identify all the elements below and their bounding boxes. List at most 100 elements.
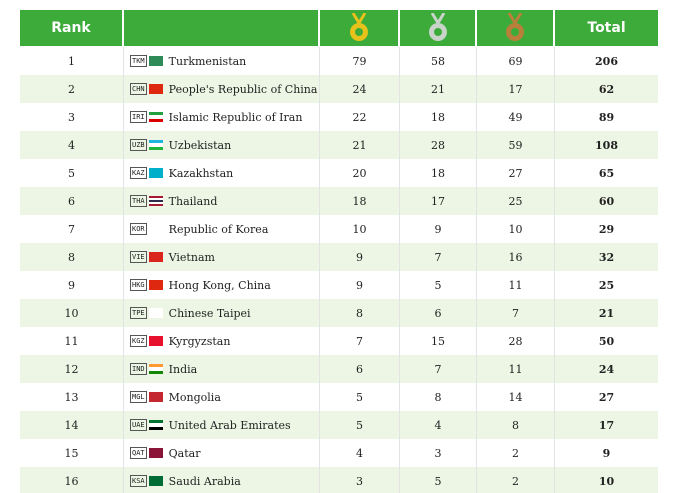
gold-count: 5 [320, 383, 400, 411]
header-gold [320, 10, 400, 46]
table-row: 2 CHN People's Republic of China 24 21 17 62 [20, 75, 658, 103]
bronze-count: 16 [477, 243, 555, 271]
silver-count: 9 [400, 215, 477, 243]
flag-icon [148, 336, 163, 346]
country-code: KAZ [130, 167, 147, 179]
country-code: TKM [130, 55, 147, 67]
country-name: United Arab Emirates [168, 418, 291, 432]
table-row: 4 UZB Uzbekistan 21 28 59 108 [20, 131, 658, 159]
country-code: TPE [130, 307, 147, 319]
rank-cell: 14 [20, 411, 124, 439]
gold-count: 10 [320, 215, 400, 243]
silver-count: 4 [400, 411, 477, 439]
flag-icon [148, 420, 163, 430]
header-country [124, 10, 320, 46]
bronze-count: 11 [477, 271, 555, 299]
total-count: 60 [598, 194, 615, 208]
country-code: HKG [130, 279, 147, 291]
flag-icon [148, 392, 163, 402]
silver-medal-icon [428, 13, 447, 41]
flag-icon [148, 364, 163, 374]
country-cell: TPE Chinese Taipei [124, 299, 320, 327]
country-name: Hong Kong, China [168, 278, 271, 292]
rank-cell: 8 [20, 243, 124, 271]
bronze-medal-icon [506, 13, 524, 41]
bronze-count: 69 [477, 47, 555, 75]
flag-icon [148, 140, 163, 150]
gold-count: 79 [320, 47, 400, 75]
table-row: 11 KGZ Kyrgyzstan 7 15 28 50 [20, 327, 658, 355]
country-cell: KGZ Kyrgyzstan [124, 327, 320, 355]
silver-count: 6 [400, 299, 477, 327]
bronze-count: 14 [477, 383, 555, 411]
silver-count: 8 [400, 383, 477, 411]
bronze-count: 17 [477, 75, 555, 103]
flag-icon [148, 280, 163, 290]
gold-count: 9 [320, 271, 400, 299]
total-count: 24 [598, 362, 615, 376]
bronze-count: 7 [477, 299, 555, 327]
gold-count: 5 [320, 411, 400, 439]
country-cell: VIE Vietnam [124, 243, 320, 271]
country-name: Kyrgyzstan [168, 334, 231, 348]
gold-count: 7 [320, 327, 400, 355]
header-total: Total [555, 10, 658, 46]
country-name: Chinese Taipei [168, 306, 251, 320]
silver-count: 17 [400, 187, 477, 215]
country-cell: HKG Hong Kong, China [124, 271, 320, 299]
total-count: 206 [595, 54, 618, 68]
bronze-count: 28 [477, 327, 555, 355]
bronze-count: 2 [477, 467, 555, 493]
silver-count: 18 [400, 103, 477, 131]
flag-icon [148, 112, 163, 122]
gold-count: 24 [320, 75, 400, 103]
country-name: Saudi Arabia [168, 474, 241, 488]
country-name: People's Republic of China [168, 82, 318, 96]
gold-medal-icon [350, 13, 368, 41]
country-code: IRI [130, 111, 147, 123]
country-code: IND [130, 363, 147, 375]
table-row: 15 QAT Qatar 4 3 2 9 [20, 439, 658, 467]
gold-count: 21 [320, 131, 400, 159]
flag-icon [148, 252, 163, 262]
silver-count: 7 [400, 355, 477, 383]
total-count: 9 [602, 446, 611, 460]
country-name: Kazakhstan [168, 166, 234, 180]
medal-table: Rank Total 1 TKM Turkmenistan 79 58 69 206 2 CHN… [20, 10, 658, 493]
country-cell: UAE United Arab Emirates [124, 411, 320, 439]
rank-cell: 4 [20, 131, 124, 159]
bronze-count: 25 [477, 187, 555, 215]
flag-icon [148, 84, 163, 94]
bronze-count: 2 [477, 439, 555, 467]
silver-count: 5 [400, 271, 477, 299]
flag-icon [148, 308, 163, 318]
country-name: Vietnam [168, 250, 215, 264]
table-row: 16 KSA Saudi Arabia 3 5 2 10 [20, 467, 658, 493]
country-code: THA [130, 195, 147, 207]
gold-count: 8 [320, 299, 400, 327]
country-code: VIE [130, 251, 147, 263]
country-name: Republic of Korea [168, 222, 269, 236]
table-row: 8 VIE Vietnam 9 7 16 32 [20, 243, 658, 271]
bronze-count: 49 [477, 103, 555, 131]
country-name: Thailand [168, 194, 218, 208]
country-code: CHN [130, 83, 147, 95]
rank-cell: 3 [20, 103, 124, 131]
rank-cell: 11 [20, 327, 124, 355]
table-row: 3 IRI Islamic Republic of Iran 22 18 49 89 [20, 103, 658, 131]
gold-count: 22 [320, 103, 400, 131]
silver-count: 15 [400, 327, 477, 355]
bronze-count: 27 [477, 159, 555, 187]
total-count: 29 [598, 222, 615, 236]
rank-cell: 5 [20, 159, 124, 187]
country-code: MGL [130, 391, 147, 403]
country-cell: UZB Uzbekistan [124, 131, 320, 159]
bronze-count: 8 [477, 411, 555, 439]
total-count: 10 [598, 474, 615, 488]
rank-cell: 10 [20, 299, 124, 327]
rank-cell: 13 [20, 383, 124, 411]
silver-count: 28 [400, 131, 477, 159]
table-row: 14 UAE United Arab Emirates 5 4 8 17 [20, 411, 658, 439]
country-cell: CHN People's Republic of China [124, 75, 320, 103]
flag-icon [148, 448, 163, 458]
